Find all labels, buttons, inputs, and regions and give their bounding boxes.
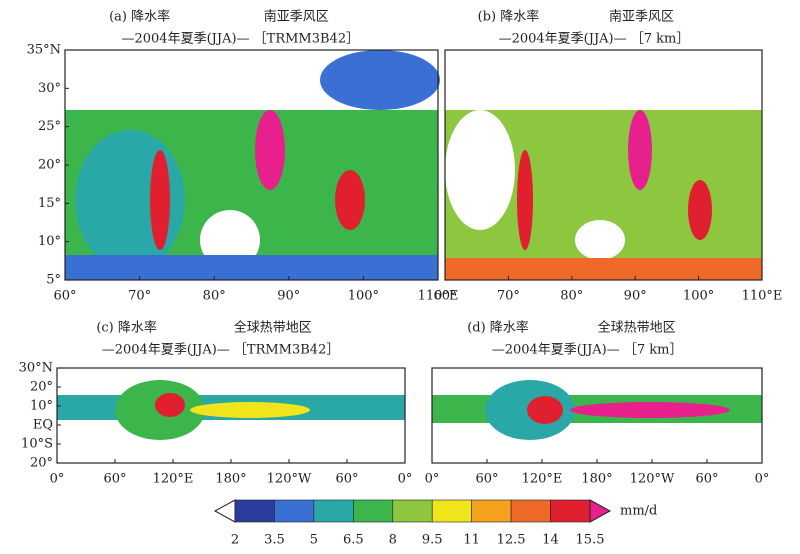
map-frame (444, 49, 763, 281)
y-tick-label: 25° (38, 119, 61, 134)
x-tick-label: 90° (624, 289, 647, 304)
colorbar-tick-label: 8 (389, 533, 397, 548)
x-tick-label: 70° (497, 289, 520, 304)
map-c (57, 368, 405, 463)
panel-region: 全球热带地区 (234, 320, 312, 336)
x-tick-label: 0° (755, 472, 770, 487)
colorbar-tick-label: 2 (231, 533, 239, 548)
x-tick-label: 60° (433, 289, 456, 304)
x-tick-label: 70° (128, 289, 151, 304)
x-tick-label: 80° (560, 289, 583, 304)
colorbar-tick-label: 12.5 (497, 533, 526, 548)
colorbar-segment (471, 499, 512, 523)
y-tick-label: 30°N (19, 361, 53, 376)
colorbar-tick-label: 11 (463, 533, 480, 548)
colorbar-segment (392, 499, 433, 523)
x-tick-label: 80° (203, 289, 226, 304)
x-tick-label: 180° (581, 472, 612, 487)
panel-title: (b) 降水率 (478, 9, 540, 25)
y-tick-label: 10° (30, 399, 53, 414)
panel-title: (d) 降水率 (467, 320, 529, 336)
y-tick-label: EQ (33, 418, 53, 433)
x-tick-label: 120°W (267, 472, 312, 487)
panel-subtitle: —2004年夏季(JJA)— ［7 km］ (499, 32, 690, 47)
panel-subtitle: —2004年夏季(JJA)— ［TRMM3B42］ (121, 32, 359, 47)
colorbar-unit: mm/d (620, 504, 657, 519)
colorbar-segment (274, 499, 315, 523)
x-tick-label: 100° (683, 289, 714, 304)
x-tick-label: 60° (475, 472, 498, 487)
panel-subtitle: —2004年夏季(JJA)— ［TRMM3B42］ (102, 343, 340, 358)
panel-title: (c) 降水率 (96, 320, 157, 336)
y-tick-label: 10°S (21, 437, 53, 452)
colorbar-segment (550, 499, 591, 523)
x-tick-label: 60° (103, 472, 126, 487)
x-tick-label: 60° (53, 289, 76, 304)
y-tick-label: 20° (30, 380, 53, 395)
colorbar-segment (353, 499, 394, 523)
x-tick-label: 110°E (742, 289, 783, 304)
map-b (445, 50, 762, 280)
x-tick-label: 60° (695, 472, 718, 487)
colorbar-segment (510, 499, 551, 523)
x-tick-label: 90° (277, 289, 300, 304)
panel-title: (a) 降水率 (109, 9, 170, 25)
x-tick-label: 110°E (418, 289, 459, 304)
colorbar-segment (234, 499, 275, 523)
y-tick-label: 15° (38, 196, 61, 211)
colorbar-segment (313, 499, 354, 523)
x-tick-label: 120°E (153, 472, 194, 487)
y-tick-label: 20° (30, 456, 53, 471)
map-a (65, 50, 440, 280)
x-tick-label: 0° (50, 472, 65, 487)
x-tick-label: 180° (215, 472, 246, 487)
x-tick-label: 60° (335, 472, 358, 487)
x-tick-label: 120°W (630, 472, 675, 487)
colorbar-tick-label: 9.5 (422, 533, 443, 548)
colorbar-segment (431, 499, 472, 523)
x-tick-label: 0° (398, 472, 413, 487)
y-tick-label: 5° (46, 273, 61, 288)
colorbar-tick-label: 15.5 (576, 533, 605, 548)
x-tick-label: 120°E (522, 472, 563, 487)
colorbar-tick-label: 6.5 (343, 533, 364, 548)
panel-subtitle: —2004年夏季(JJA)— ［7 km］ (492, 343, 683, 358)
colorbar-tick-label: 14 (542, 533, 559, 548)
x-tick-label: 0° (425, 472, 440, 487)
panel-region: 南亚季风区 (609, 9, 674, 25)
y-tick-label: 30° (38, 81, 61, 96)
colorbar-tick-label: 5 (310, 533, 318, 548)
panel-region: 全球热带地区 (598, 320, 676, 336)
y-tick-label: 35°N (27, 43, 61, 58)
colorbar-low (213, 499, 236, 523)
map-d (432, 368, 762, 463)
y-tick-label: 20° (38, 158, 61, 173)
x-tick-label: 100° (348, 289, 379, 304)
y-tick-label: 10° (38, 234, 61, 249)
panel-region: 南亚季风区 (264, 9, 329, 25)
colorbar-tick-label: 3.5 (264, 533, 285, 548)
colorbar-high (589, 499, 612, 523)
